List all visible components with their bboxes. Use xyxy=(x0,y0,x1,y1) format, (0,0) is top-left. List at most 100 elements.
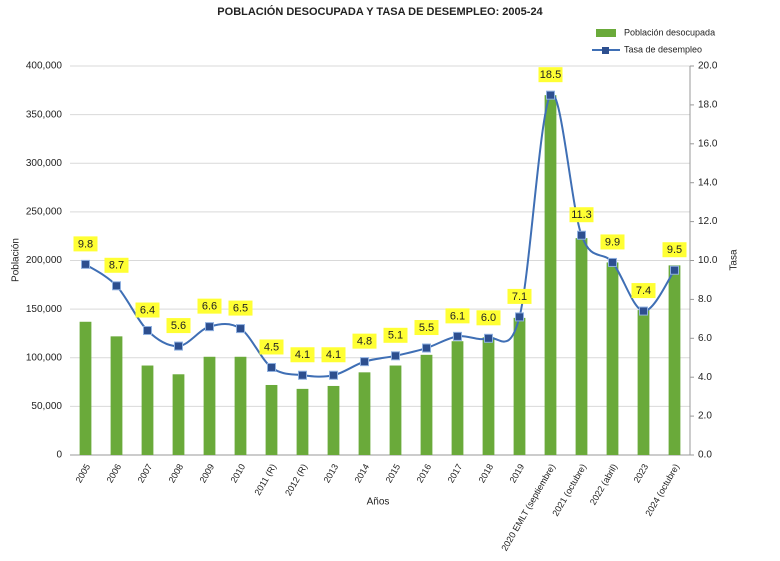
value-label-bg xyxy=(569,207,594,223)
line-marker xyxy=(639,306,648,316)
value-label: 5.1 xyxy=(388,330,403,342)
value-label-bg xyxy=(445,308,470,324)
y2-tick-label: 12.0 xyxy=(698,216,718,227)
y2-tick-label: 16.0 xyxy=(698,138,718,149)
value-label-bg xyxy=(414,320,439,336)
value-label-bg xyxy=(197,298,222,314)
value-label-bg xyxy=(631,283,656,299)
value-label-bg xyxy=(135,302,160,318)
bar xyxy=(110,336,123,455)
value-label-bg xyxy=(352,333,377,349)
x-tick-label: 2011 (R) xyxy=(252,462,278,497)
value-label-bg xyxy=(662,242,687,258)
y2-tick-label: 14.0 xyxy=(698,177,718,188)
x-tick-label: 2019 xyxy=(508,462,527,484)
line-marker xyxy=(298,370,307,380)
x-tick-label: 2017 xyxy=(446,462,465,484)
value-label: 18.5 xyxy=(540,69,561,81)
line-marker xyxy=(267,362,276,372)
value-label-bg xyxy=(73,236,98,252)
x-tick-label: 2006 xyxy=(105,462,124,484)
bar xyxy=(358,372,371,455)
value-label-bg xyxy=(104,257,129,273)
x-tick-label: 2008 xyxy=(167,462,186,484)
y-tick-label: 150,000 xyxy=(26,304,63,315)
bar xyxy=(575,238,588,455)
value-label-bg xyxy=(259,339,284,355)
y2-tick-label: 8.0 xyxy=(698,294,712,305)
value-label-bg xyxy=(290,347,315,363)
x-tick-label: 2014 xyxy=(353,462,372,484)
line xyxy=(84,93,676,378)
legend-label: Tasa de desempleo xyxy=(624,44,702,54)
value-label: 9.9 xyxy=(605,236,620,248)
x-tick-label: 2016 xyxy=(415,462,434,484)
value-label: 4.1 xyxy=(326,349,341,361)
line-marker xyxy=(174,341,183,351)
bar xyxy=(420,354,433,455)
x-tick-label: 2015 xyxy=(384,462,403,484)
y2-axis-title: Tasa xyxy=(729,249,740,271)
y-tick-label: 350,000 xyxy=(26,109,63,120)
value-label-bg xyxy=(476,310,501,326)
x-tick-label: 2007 xyxy=(136,462,155,484)
line-marker xyxy=(608,257,617,267)
bar xyxy=(389,365,402,455)
value-label: 9.5 xyxy=(667,244,682,256)
bar xyxy=(513,317,526,455)
line-marker xyxy=(112,281,121,291)
value-label: 5.5 xyxy=(419,322,434,334)
y-tick-label: 200,000 xyxy=(26,255,63,266)
bar xyxy=(234,356,247,455)
y-tick-label: 0 xyxy=(56,450,62,461)
x-tick-label: 2021 (octubre) xyxy=(550,462,588,518)
value-label: 6.0 xyxy=(481,312,496,324)
value-label: 7.4 xyxy=(636,285,651,297)
y2-tick-label: 18.0 xyxy=(698,100,718,111)
y2-tick-label: 4.0 xyxy=(698,372,712,383)
line-marker xyxy=(670,265,679,275)
bar xyxy=(79,321,92,455)
x-tick-label: 2023 xyxy=(632,462,651,484)
value-label: 7.1 xyxy=(512,291,527,303)
x-tick-label: 2020 EMLT (septiembre) xyxy=(499,462,557,552)
value-label-bg xyxy=(228,300,253,316)
value-label: 4.8 xyxy=(357,336,372,348)
line-marker xyxy=(577,230,586,240)
value-label: 4.1 xyxy=(295,349,310,361)
x-tick-label: 2012 (R) xyxy=(283,462,309,497)
bar xyxy=(265,384,278,455)
bar xyxy=(203,356,216,455)
value-label-bg xyxy=(507,288,532,304)
value-label-bg xyxy=(166,318,191,334)
value-label: 4.5 xyxy=(264,341,279,353)
line-marker xyxy=(391,351,400,361)
line-marker xyxy=(422,343,431,353)
value-label-bg xyxy=(383,327,408,343)
x-axis-title: Años xyxy=(367,497,390,508)
bar xyxy=(544,95,557,456)
value-label-bg xyxy=(600,234,625,250)
value-label: 6.5 xyxy=(233,302,248,314)
y2-tick-label: 6.0 xyxy=(698,333,712,344)
line-marker xyxy=(205,322,214,332)
y2-tick-label: 10.0 xyxy=(698,255,718,266)
y2-tick-label: 0.0 xyxy=(698,450,712,461)
line-marker xyxy=(236,324,245,334)
x-tick-label: 2013 xyxy=(322,462,341,484)
bar xyxy=(296,388,309,455)
bar xyxy=(141,365,154,455)
y-axis-title: Población xyxy=(11,238,22,282)
y-tick-label: 300,000 xyxy=(26,158,63,169)
x-tick-label: 2010 xyxy=(229,462,248,484)
line-marker xyxy=(360,357,369,367)
line-marker xyxy=(546,90,555,100)
legend-marker xyxy=(602,47,609,54)
y-tick-label: 250,000 xyxy=(26,207,63,218)
y2-tick-label: 2.0 xyxy=(698,411,712,422)
line-marker xyxy=(81,259,90,269)
bar xyxy=(637,310,650,455)
value-label: 6.4 xyxy=(140,304,155,316)
x-tick-label: 2018 xyxy=(477,462,496,484)
